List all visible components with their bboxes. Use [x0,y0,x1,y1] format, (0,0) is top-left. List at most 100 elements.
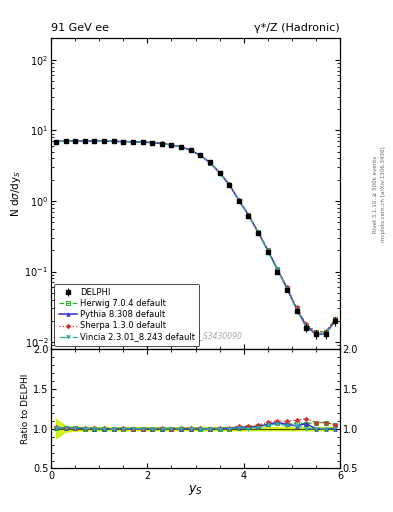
Herwig 7.0.4 default [323,329,328,335]
Vincia 2.3.01_8.243 default [294,307,299,313]
Vincia 2.3.01_8.243 default [265,247,270,253]
Vincia 2.3.01_8.243 default [83,138,87,144]
Herwig 7.0.4 default [246,212,251,218]
Sherpa 1.3.0 default [73,138,77,144]
Vincia 2.3.01_8.243 default [130,139,135,145]
Pythia 8.308 default [246,212,251,218]
Vincia 2.3.01_8.243 default [314,331,318,337]
Herwig 7.0.4 default [179,144,184,150]
Pythia 8.308 default [73,138,77,144]
Pythia 8.308 default [285,285,289,291]
Herwig 7.0.4 default [333,316,338,323]
Pythia 8.308 default [314,331,318,337]
Text: mcplots.cern.ch [arXiv:1306.3436]: mcplots.cern.ch [arXiv:1306.3436] [381,147,386,242]
Sherpa 1.3.0 default [294,305,299,311]
Sherpa 1.3.0 default [92,138,97,144]
Herwig 7.0.4 default [130,139,135,145]
Legend: DELPHI, Herwig 7.0.4 default, Pythia 8.308 default, Sherpa 1.3.0 default, Vincia: DELPHI, Herwig 7.0.4 default, Pythia 8.3… [54,284,199,346]
Sherpa 1.3.0 default [179,144,184,150]
Sherpa 1.3.0 default [140,139,145,145]
Vincia 2.3.01_8.243 default [198,153,203,159]
Herwig 7.0.4 default [121,139,126,145]
Vincia 2.3.01_8.243 default [208,160,212,166]
Vincia 2.3.01_8.243 default [150,140,154,146]
Herwig 7.0.4 default [198,153,203,159]
Vincia 2.3.01_8.243 default [111,138,116,144]
Sherpa 1.3.0 default [169,142,174,148]
Vincia 2.3.01_8.243 default [73,138,77,144]
Vincia 2.3.01_8.243 default [256,229,261,236]
Sherpa 1.3.0 default [265,246,270,252]
Herwig 7.0.4 default [73,138,77,144]
Pythia 8.308 default [208,160,212,166]
Pythia 8.308 default [160,140,164,146]
Vincia 2.3.01_8.243 default [188,147,193,154]
Text: 91 GeV ee: 91 GeV ee [51,23,109,33]
Sherpa 1.3.0 default [333,316,338,323]
Pythia 8.308 default [83,138,87,144]
Line: Herwig 7.0.4 default: Herwig 7.0.4 default [54,139,337,334]
Sherpa 1.3.0 default [53,139,58,145]
Text: γ*/Z (Hadronic): γ*/Z (Hadronic) [254,23,340,33]
Sherpa 1.3.0 default [227,181,231,187]
Vincia 2.3.01_8.243 default [333,318,338,324]
Pythia 8.308 default [227,181,231,187]
Herwig 7.0.4 default [265,247,270,253]
Pythia 8.308 default [294,307,299,313]
Pythia 8.308 default [188,147,193,154]
Line: Vincia 2.3.01_8.243 default: Vincia 2.3.01_8.243 default [54,139,337,336]
Vincia 2.3.01_8.243 default [92,138,97,144]
Herwig 7.0.4 default [285,285,289,291]
Pythia 8.308 default [111,138,116,144]
Text: DELPHI_1996_S3430090: DELPHI_1996_S3430090 [149,331,242,339]
Pythia 8.308 default [121,139,126,145]
Sherpa 1.3.0 default [208,159,212,165]
Pythia 8.308 default [150,139,154,145]
Herwig 7.0.4 default [217,170,222,176]
Sherpa 1.3.0 default [198,152,203,158]
Sherpa 1.3.0 default [188,147,193,153]
Sherpa 1.3.0 default [304,321,309,327]
Vincia 2.3.01_8.243 default [275,267,280,273]
Herwig 7.0.4 default [256,229,261,236]
Vincia 2.3.01_8.243 default [285,286,289,292]
Sherpa 1.3.0 default [275,266,280,272]
Herwig 7.0.4 default [237,198,241,204]
Pythia 8.308 default [237,197,241,203]
X-axis label: $y_S$: $y_S$ [188,483,203,497]
Vincia 2.3.01_8.243 default [169,142,174,148]
Sherpa 1.3.0 default [285,284,289,290]
Pythia 8.308 default [198,153,203,159]
Pythia 8.308 default [130,139,135,145]
Pythia 8.308 default [92,138,97,144]
Herwig 7.0.4 default [140,139,145,145]
Sherpa 1.3.0 default [102,138,107,144]
Pythia 8.308 default [217,169,222,176]
Sherpa 1.3.0 default [237,197,241,203]
Vincia 2.3.01_8.243 default [217,170,222,176]
Vincia 2.3.01_8.243 default [121,139,126,145]
Herwig 7.0.4 default [314,329,318,335]
Sherpa 1.3.0 default [111,138,116,144]
Pythia 8.308 default [256,229,261,236]
Sherpa 1.3.0 default [121,138,126,144]
Text: Rivet 3.1.10, ≥ 500k events: Rivet 3.1.10, ≥ 500k events [373,156,378,233]
Herwig 7.0.4 default [188,147,193,154]
Vincia 2.3.01_8.243 default [237,198,241,204]
Vincia 2.3.01_8.243 default [246,212,251,219]
Pythia 8.308 default [53,139,58,145]
Herwig 7.0.4 default [169,142,174,148]
Vincia 2.3.01_8.243 default [53,139,58,145]
Sherpa 1.3.0 default [314,329,318,335]
Sherpa 1.3.0 default [323,329,328,335]
Pythia 8.308 default [169,142,174,148]
Sherpa 1.3.0 default [130,139,135,145]
Vincia 2.3.01_8.243 default [102,138,107,144]
Sherpa 1.3.0 default [217,169,222,176]
Herwig 7.0.4 default [227,182,231,188]
Vincia 2.3.01_8.243 default [140,139,145,145]
Line: Pythia 8.308 default: Pythia 8.308 default [54,139,337,336]
Herwig 7.0.4 default [83,138,87,144]
Vincia 2.3.01_8.243 default [160,140,164,146]
Vincia 2.3.01_8.243 default [304,325,309,331]
